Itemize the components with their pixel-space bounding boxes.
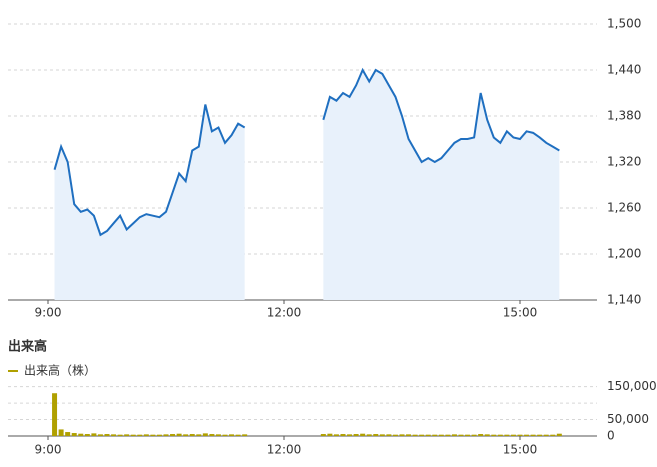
volume-bar xyxy=(353,434,359,436)
price-line xyxy=(53,67,560,237)
volume-bar xyxy=(366,434,372,436)
volume-bar xyxy=(360,433,366,436)
y-tick-label: 1,380 xyxy=(607,109,641,123)
volume-bar xyxy=(209,434,215,436)
volume-bar xyxy=(399,434,405,436)
volume-bar xyxy=(71,433,77,436)
volume-bar xyxy=(327,433,333,436)
volume-bar xyxy=(84,434,90,436)
volume-bar xyxy=(117,434,123,436)
volume-bar xyxy=(373,434,379,436)
y-tick-label: 1,320 xyxy=(607,155,641,169)
volume-bar xyxy=(347,434,353,436)
volume-bar xyxy=(524,434,530,436)
y-tick-label: 150,000 xyxy=(607,379,657,393)
volume-bar xyxy=(471,434,477,436)
volume-bar xyxy=(156,434,162,436)
y-tick-label: 0 xyxy=(607,429,615,443)
volume-bar xyxy=(340,434,346,436)
volume-bar xyxy=(163,434,169,436)
volume-bar xyxy=(58,429,64,436)
volume-bar xyxy=(510,434,516,436)
volume-title: 出来高 xyxy=(8,339,47,355)
x-tick-label: 12:00 xyxy=(267,443,302,457)
volume-bar xyxy=(425,434,431,436)
volume-bar xyxy=(137,434,143,436)
volume-bar xyxy=(497,434,503,436)
volume-bar xyxy=(52,393,58,436)
volume-bar xyxy=(530,434,536,436)
volume-bar xyxy=(478,434,484,436)
x-tick-label: 9:00 xyxy=(35,306,62,320)
volume-bar xyxy=(202,433,208,436)
volume-bar xyxy=(432,434,438,436)
x-tick-label: 15:00 xyxy=(503,443,538,457)
volume-bar xyxy=(143,434,149,436)
y-tick-label: 1,440 xyxy=(607,63,641,77)
volume-bar xyxy=(491,434,497,436)
volume-bar xyxy=(333,434,339,436)
volume-bar xyxy=(458,434,464,436)
volume-bar xyxy=(97,434,103,436)
volume-bar xyxy=(111,434,117,436)
volume-bar xyxy=(78,433,84,436)
volume-bar xyxy=(517,434,523,436)
volume-bar xyxy=(183,434,189,436)
y-tick-label: 1,260 xyxy=(607,201,641,215)
y-tick-label: 1,200 xyxy=(607,247,641,261)
volume-bar xyxy=(196,434,202,436)
volume-bar xyxy=(419,434,425,436)
volume-bar xyxy=(235,434,241,436)
y-tick-label: 1,140 xyxy=(607,293,641,307)
y-tick-label: 1,500 xyxy=(607,17,641,31)
x-tick-label: 12:00 xyxy=(267,306,302,320)
volume-bar xyxy=(222,434,228,436)
volume-bar xyxy=(130,434,136,436)
volume-bar xyxy=(412,434,418,436)
volume-bar xyxy=(189,434,195,436)
volume-bar xyxy=(406,434,412,436)
volume-bar xyxy=(176,433,182,436)
volume-bar xyxy=(438,434,444,436)
price-area xyxy=(54,70,560,300)
volume-bar xyxy=(537,434,543,436)
volume-bar xyxy=(504,434,510,436)
volume-bar xyxy=(124,434,130,436)
volume-bar xyxy=(65,432,71,436)
volume-bar xyxy=(543,434,549,436)
volume-bar xyxy=(451,434,457,436)
volume-bar xyxy=(170,434,176,436)
volume-bar xyxy=(386,434,392,436)
x-tick-label: 9:00 xyxy=(35,443,62,457)
volume-bar xyxy=(150,434,156,436)
volume-bar xyxy=(556,433,562,436)
volume-bar xyxy=(484,434,490,436)
volume-bar xyxy=(550,434,556,436)
volume-bar xyxy=(91,433,97,436)
x-tick-label: 15:00 xyxy=(503,306,538,320)
volume-bar xyxy=(465,434,471,436)
volume-bar xyxy=(104,434,110,436)
volume-bar xyxy=(392,434,398,436)
volume-bar xyxy=(242,434,248,436)
volume-bar xyxy=(379,434,385,436)
volume-bar xyxy=(215,434,221,436)
volume-bar xyxy=(445,434,451,436)
volume-bar xyxy=(320,434,326,436)
volume-bar xyxy=(229,434,235,436)
y-tick-label: 50,000 xyxy=(607,412,649,426)
legend-label: 出来高（株） xyxy=(24,363,96,378)
